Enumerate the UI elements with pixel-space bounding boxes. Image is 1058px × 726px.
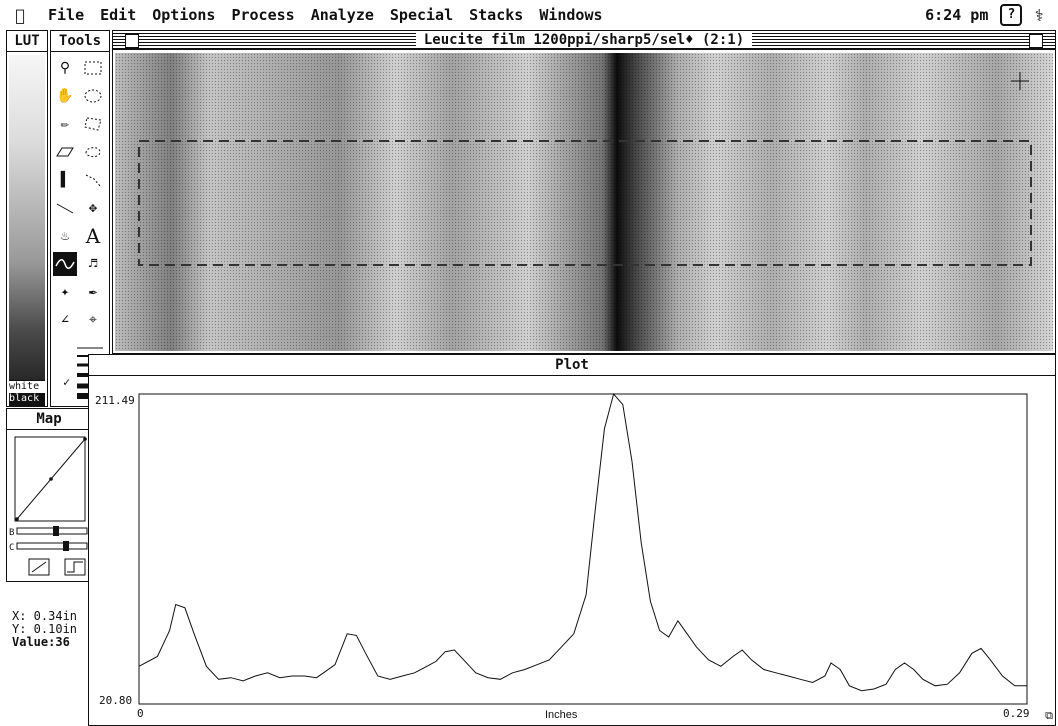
lut-window: LUT white black	[6, 30, 48, 407]
plot-area: 211.49 20.80 0 Inches 0.29 ⧉	[89, 376, 1055, 725]
info-panel: X: 0.34in Y: 0.10in Value:36	[6, 584, 90, 724]
image-window-title: Leucite film 1200ppi/sharp5/sel♦ (2:1)	[415, 32, 753, 48]
clock: 6:24 pm	[925, 6, 989, 24]
menu-bar:  File Edit Options Process Analyze Spec…	[0, 0, 1058, 30]
segmented-line-tool-icon[interactable]	[81, 168, 105, 192]
map-threshold-button[interactable]	[64, 558, 86, 576]
y-max-label: 211.49	[95, 394, 135, 407]
polygon-select-tool-icon[interactable]	[81, 112, 105, 136]
info-y: Y: 0.10in	[12, 622, 78, 636]
crosshair-move-tool-icon[interactable]: ✥	[88, 200, 98, 216]
grow-box-icon[interactable]: ⧉	[1045, 709, 1053, 722]
application-menu-icon[interactable]: ⚕	[1034, 5, 1044, 25]
menu-process[interactable]: Process	[231, 6, 295, 24]
plot-window-title[interactable]: Plot	[89, 355, 1055, 376]
menu-edit[interactable]: Edit	[100, 6, 137, 24]
svg-text:✓: ✓	[63, 375, 70, 389]
rectangle-select-tool-icon[interactable]	[81, 56, 105, 80]
zoom-box-icon[interactable]	[1029, 34, 1043, 48]
wand-tool-icon[interactable]: ✦	[60, 284, 70, 300]
oval-select-tool-icon[interactable]	[81, 84, 105, 108]
menu-windows[interactable]: Windows	[539, 6, 603, 24]
brightness-slider[interactable]	[16, 527, 88, 535]
profile-series-line	[138, 392, 1027, 692]
help-menu-icon[interactable]: ?	[1000, 4, 1023, 26]
pencil-tool-icon[interactable]: ✏	[60, 116, 70, 132]
map-graph[interactable]: B C	[9, 431, 89, 579]
x-axis-label: Inches	[545, 709, 578, 721]
contrast-slider[interactable]	[16, 542, 88, 550]
tools-title: Tools	[51, 31, 109, 52]
profile-plot-tool-icon[interactable]	[53, 252, 77, 276]
info-x: X: 0.34in	[12, 609, 78, 623]
x-max-label: 0.29	[1003, 707, 1030, 720]
map-title: Map	[7, 409, 91, 430]
image-window: Leucite film 1200ppi/sharp5/sel♦ (2:1)	[112, 30, 1056, 354]
map-window: Map B C	[6, 408, 92, 582]
y-min-label: 20.80	[99, 694, 133, 707]
lut-white-label[interactable]: white	[9, 380, 45, 393]
eyedropper-tool-icon[interactable]: ✒	[88, 284, 98, 300]
image-window-titlebar[interactable]: Leucite film 1200ppi/sharp5/sel♦ (2:1)	[113, 31, 1055, 50]
map-b-label: B	[9, 528, 14, 538]
freehand-select-tool-icon[interactable]	[81, 140, 105, 164]
menu-options[interactable]: Options	[152, 6, 216, 24]
text-tool-icon[interactable]: A	[85, 224, 101, 248]
lut-black-label[interactable]: black	[9, 393, 45, 406]
point-tool-icon[interactable]: ⌖	[89, 312, 97, 328]
paint-bucket-tool-icon[interactable]: ♨	[60, 228, 70, 244]
menu-stacks[interactable]: Stacks	[469, 6, 524, 24]
selection-rectangle	[138, 140, 1032, 266]
magnifier-tool-icon[interactable]: ⚲	[59, 60, 71, 76]
paintbrush-tool-icon[interactable]: ▌	[60, 172, 70, 188]
lut-title: LUT	[7, 31, 47, 52]
menu-special[interactable]: Special	[389, 6, 454, 24]
map-c-label: C	[9, 543, 14, 553]
plot-frame	[138, 393, 1028, 705]
menu-file[interactable]: File	[48, 6, 85, 24]
plot-window: Plot 211.49 20.80 0 Inches 0.29 ⧉	[88, 354, 1056, 726]
apple-menu-icon[interactable]: 	[0, 6, 40, 25]
lut-gradient	[9, 55, 45, 400]
menu-analyze[interactable]: Analyze	[310, 6, 374, 24]
grabber-hand-tool-icon[interactable]: ✋	[56, 88, 74, 104]
line-tool-icon[interactable]	[53, 196, 77, 220]
tools-window: Tools ⚲ ✋ ✏ ▌ ✥ ♨ A ♬ ✦ ✒ ∠ ⌖ ✓	[50, 30, 110, 407]
eraser-tool-icon[interactable]	[53, 140, 77, 164]
close-box-icon[interactable]	[125, 34, 139, 48]
x-min-label: 0	[137, 707, 144, 720]
film-image[interactable]	[115, 53, 1053, 351]
angle-tool-icon[interactable]: ∠	[60, 312, 70, 328]
info-value: Value:36	[12, 635, 70, 649]
profile-plot-chart	[138, 392, 1028, 705]
spray-can-tool-icon[interactable]: ♬	[88, 256, 98, 272]
